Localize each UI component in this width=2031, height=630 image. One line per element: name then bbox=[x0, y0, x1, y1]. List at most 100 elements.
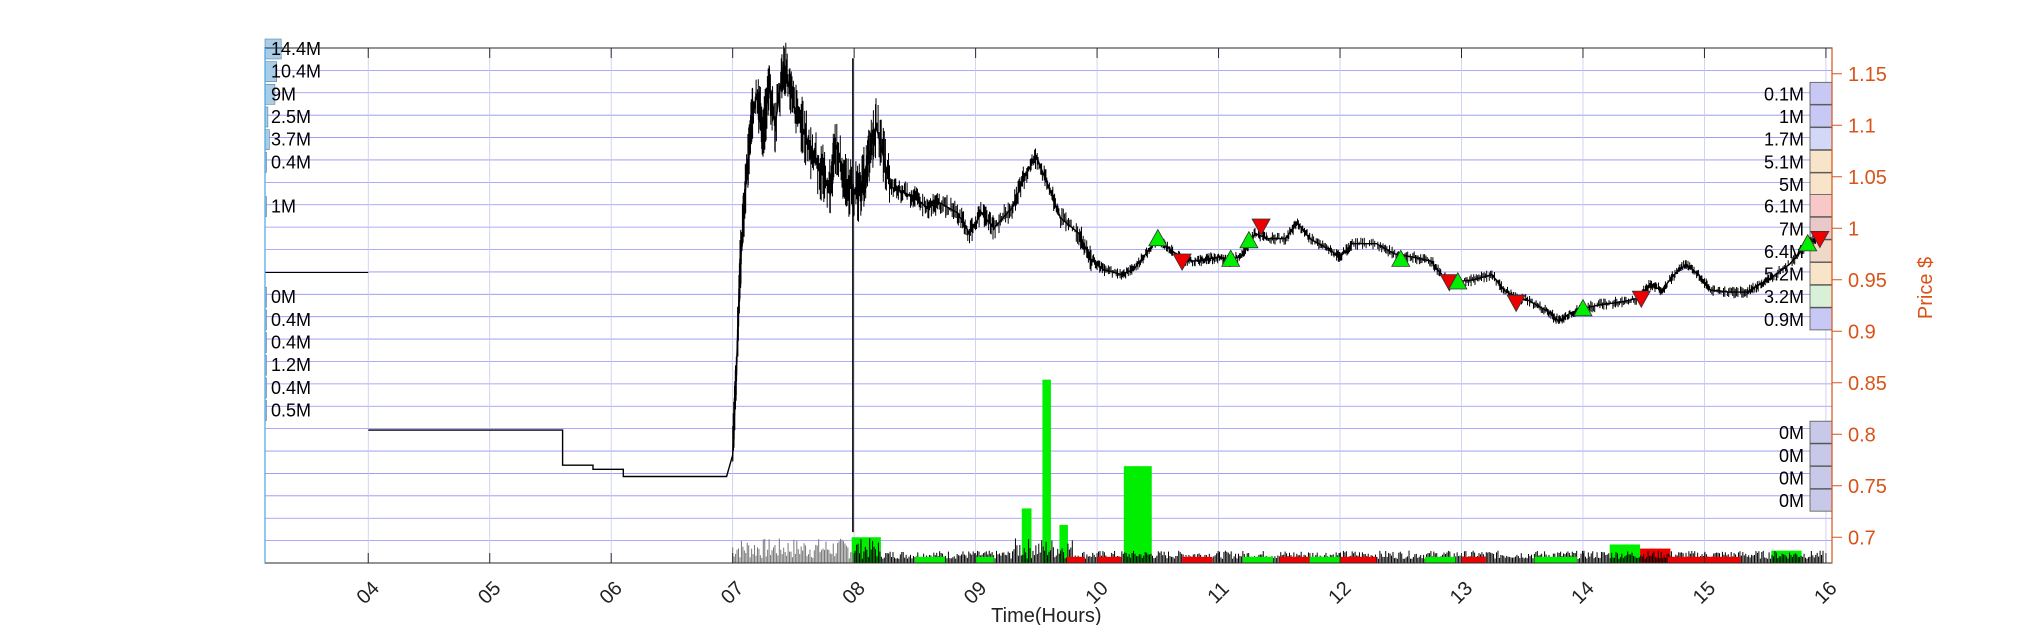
volume-strip bbox=[1704, 556, 1741, 563]
right-volume-label: 5.1M bbox=[1764, 152, 1804, 172]
volume-bar bbox=[1123, 466, 1152, 563]
volume-strip bbox=[1279, 556, 1310, 563]
volume-bar bbox=[1021, 508, 1032, 563]
y-tick-label: 1.1 bbox=[1848, 115, 1876, 137]
buy-marker bbox=[1798, 233, 1818, 252]
volume-bar bbox=[1042, 379, 1051, 563]
left-volume-bar bbox=[264, 129, 270, 150]
x-tick-label: 08 bbox=[838, 577, 869, 608]
volume-strip bbox=[975, 556, 994, 563]
x-tick-label: 15 bbox=[1689, 577, 1720, 608]
volume-strip bbox=[914, 556, 946, 563]
x-tick-label: 05 bbox=[474, 577, 505, 608]
y-tick-label: 1 bbox=[1848, 218, 1859, 240]
x-tick-label: 14 bbox=[1567, 577, 1598, 608]
left-volume-label: 2.5M bbox=[271, 107, 311, 127]
x-axis-label: Time(Hours) bbox=[991, 605, 1101, 625]
right-volume-label: 6.1M bbox=[1764, 197, 1804, 217]
sell-marker bbox=[1810, 230, 1830, 249]
price-ticks bbox=[732, 42, 1820, 462]
x-tick-label: 13 bbox=[1446, 577, 1477, 608]
y-axis-label: Price $ bbox=[1915, 257, 1937, 319]
volume-strip bbox=[1340, 556, 1377, 563]
buy-marker bbox=[1391, 249, 1411, 267]
right-volume-label: 0.9M bbox=[1764, 310, 1804, 330]
y-tick-label: 0.85 bbox=[1848, 373, 1887, 395]
volume-strip bbox=[1182, 556, 1213, 563]
y-tick-label: 1.15 bbox=[1848, 64, 1887, 86]
right-volume-box bbox=[1809, 127, 1833, 151]
price-line bbox=[368, 63, 1821, 478]
x-tick-label: 16 bbox=[1810, 577, 1841, 608]
volume-bar bbox=[1059, 524, 1068, 563]
volume-strip bbox=[1097, 556, 1122, 563]
sell-marker bbox=[1172, 253, 1192, 272]
left-volume-label: 0.5M bbox=[271, 401, 311, 421]
y-tick-label: 0.7 bbox=[1848, 527, 1876, 549]
x-tick-label: 06 bbox=[596, 577, 627, 608]
y-tick-label: 0.95 bbox=[1848, 270, 1887, 292]
left-volume-label: 14.4M bbox=[271, 39, 321, 59]
y-tick-label: 0.8 bbox=[1848, 424, 1876, 446]
volume-strip bbox=[1461, 556, 1486, 563]
right-volume-label: 6.4M bbox=[1764, 242, 1804, 262]
right-volume-label: 0M bbox=[1779, 469, 1804, 489]
volume-strip bbox=[1242, 556, 1274, 563]
right-volume-box bbox=[1809, 104, 1833, 128]
left-volume-label: 1M bbox=[271, 197, 296, 217]
left-volume-label: 0.4M bbox=[271, 333, 311, 353]
y-tick-label: 1.05 bbox=[1848, 167, 1887, 189]
right-volume-label: 0M bbox=[1779, 491, 1804, 511]
y-tick-label: 0.75 bbox=[1848, 476, 1887, 498]
x-tick-label: 09 bbox=[960, 577, 991, 608]
y-tick-label: 0.9 bbox=[1848, 321, 1876, 343]
right-volume-box bbox=[1809, 307, 1833, 331]
left-volume-label: 0.4M bbox=[271, 378, 311, 398]
left-volume-label: 9M bbox=[271, 84, 296, 104]
right-volume-label: 3.2M bbox=[1764, 287, 1804, 307]
right-volume-box bbox=[1809, 488, 1833, 512]
right-volume-label: 0M bbox=[1779, 423, 1804, 443]
buy-marker bbox=[1448, 271, 1468, 290]
volume-strip bbox=[1309, 556, 1341, 563]
right-volume-box bbox=[1809, 443, 1833, 467]
right-volume-box bbox=[1809, 172, 1833, 196]
x-tick-label: 10 bbox=[1081, 577, 1112, 608]
right-volume-box bbox=[1809, 284, 1833, 308]
volume-strip bbox=[1668, 556, 1705, 563]
left-volume-label: 1.2M bbox=[271, 355, 311, 375]
x-tick-label: 07 bbox=[717, 577, 748, 608]
volume-strip bbox=[1066, 556, 1085, 563]
right-volume-box bbox=[1809, 262, 1833, 285]
right-volume-label: 1M bbox=[1779, 107, 1804, 127]
right-volume-label: 0M bbox=[1779, 446, 1804, 466]
volume-strip bbox=[1425, 556, 1456, 563]
left-volume-label: 0M bbox=[271, 287, 296, 307]
buy-marker bbox=[1148, 228, 1168, 247]
right-volume-box bbox=[1809, 420, 1833, 444]
volume-strip bbox=[1552, 556, 1577, 563]
sell-marker bbox=[1506, 294, 1526, 313]
left-volume-label: 0.4M bbox=[271, 152, 311, 172]
x-tick-label: 04 bbox=[353, 577, 384, 608]
right-volume-label: 0.1M bbox=[1764, 84, 1804, 104]
right-volume-box bbox=[1809, 194, 1833, 217]
sell-marker bbox=[1251, 218, 1271, 237]
right-volume-box bbox=[1809, 81, 1833, 105]
buy-marker bbox=[1573, 298, 1593, 317]
x-tick-label: 11 bbox=[1203, 578, 1233, 608]
right-volume-label: 1.7M bbox=[1764, 130, 1804, 150]
x-tick-label: 12 bbox=[1324, 577, 1355, 608]
buy-marker bbox=[1239, 230, 1259, 249]
right-volume-label: 5M bbox=[1779, 175, 1804, 195]
sell-marker bbox=[1631, 290, 1651, 309]
left-volume-label: 0.4M bbox=[271, 310, 311, 330]
left-volume-label: 3.7M bbox=[271, 130, 311, 150]
right-volume-box bbox=[1809, 149, 1833, 173]
volume-strip bbox=[1534, 556, 1553, 563]
buy-marker bbox=[1221, 249, 1241, 267]
right-volume-box bbox=[1809, 466, 1833, 489]
right-volume-label: 7M bbox=[1779, 219, 1804, 239]
